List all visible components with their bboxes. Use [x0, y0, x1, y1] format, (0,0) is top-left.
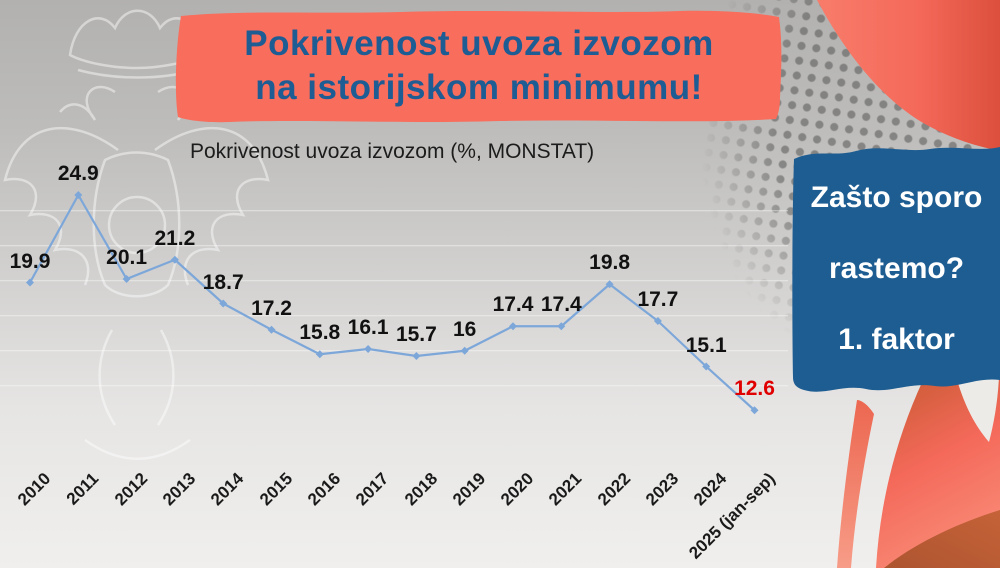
data-point-label: 15.8 — [299, 321, 341, 345]
data-point-marker — [122, 275, 131, 283]
x-tick-label: 2014 — [207, 469, 248, 510]
data-point-label: 19.9 — [9, 249, 51, 273]
x-tick-label: 2020 — [497, 469, 538, 510]
x-tick-label: 2010 — [14, 469, 55, 510]
x-tick-label: 2015 — [255, 469, 296, 510]
data-point-label: 15.7 — [395, 323, 437, 346]
x-tick-label: 2022 — [593, 469, 635, 510]
data-point-label: 18.7 — [202, 270, 244, 294]
x-tick-label: 2011 — [63, 469, 103, 509]
data-point-marker — [170, 255, 179, 264]
data-point-marker — [364, 345, 373, 353]
question-box-line1: Zašto sporo — [810, 180, 983, 214]
data-point-label: 17.4 — [540, 293, 582, 317]
data-point-marker — [267, 325, 276, 334]
data-point-marker — [702, 362, 711, 371]
x-tick-label: 2012 — [110, 469, 152, 510]
data-point-label: 16.1 — [347, 316, 389, 339]
data-point-marker — [26, 278, 34, 287]
data-point-marker — [653, 317, 662, 325]
data-point-label: 20.1 — [106, 246, 148, 269]
x-tick-label: 2016 — [304, 469, 345, 510]
data-point-marker — [412, 352, 421, 360]
data-point-marker — [315, 350, 324, 359]
x-tick-label: 2024 — [690, 469, 731, 510]
data-point-label: 15.1 — [685, 333, 727, 357]
data-point-label: 24.9 — [57, 162, 99, 185]
chart-title: Pokrivenost uvoza izvozom (%, MONSTAT) — [190, 140, 595, 163]
data-point-marker — [219, 299, 228, 308]
data-series-line — [28, 193, 756, 412]
data-point-label: 17.4 — [492, 293, 534, 317]
question-box-line3: 1. faktor — [838, 323, 955, 357]
data-point-label: 17.7 — [637, 288, 679, 311]
x-tick-label: 2013 — [159, 469, 200, 510]
page-title: Pokrivenost uvoza izvozom na istorijskom… — [175, 10, 783, 122]
data-point-label: 21.2 — [154, 226, 196, 250]
x-tick-label: 2019 — [448, 469, 490, 510]
data-point-label: 17.2 — [251, 296, 292, 320]
data-point-marker — [460, 346, 469, 355]
question-box: Zašto sporo rastemo? 1. faktor — [793, 158, 1000, 380]
data-point-marker — [557, 322, 566, 331]
data-point-label: 12.6 — [734, 377, 775, 401]
question-box-line2: rastemo? — [828, 251, 965, 285]
page-title-line1: Pokrivenost uvoza izvozom — [244, 24, 714, 63]
x-tick-label: 2017 — [352, 469, 393, 510]
x-tick-label: 2018 — [400, 469, 441, 510]
x-tick-label: 2021 — [545, 469, 586, 510]
data-point-marker — [509, 322, 517, 331]
x-tick-label: 2025 (jan-sep) — [685, 469, 779, 563]
x-tick-label: 2023 — [642, 469, 683, 510]
data-point-marker — [605, 280, 614, 289]
page-title-line2: na istorijskom minimumu! — [255, 68, 703, 107]
data-point-marker — [750, 406, 759, 415]
data-point-label: 16 — [453, 317, 477, 341]
data-point-label: 19.8 — [589, 251, 631, 275]
data-point-marker — [74, 191, 83, 199]
